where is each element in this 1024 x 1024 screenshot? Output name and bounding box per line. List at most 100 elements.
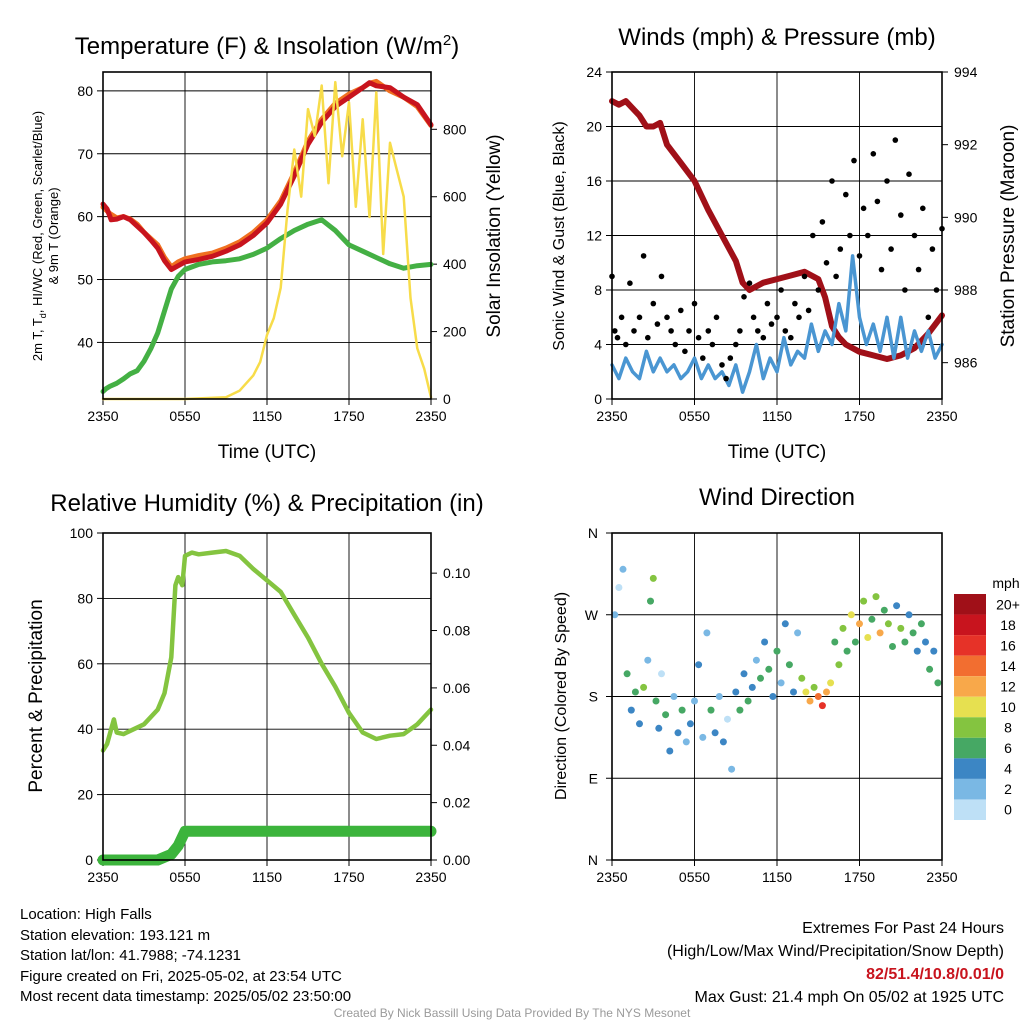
direction-point bbox=[674, 729, 682, 737]
direction-point bbox=[901, 638, 909, 646]
direction-point bbox=[798, 674, 806, 682]
gust-point bbox=[650, 300, 657, 307]
gust-point bbox=[819, 219, 826, 225]
rh-chart-ytick-right-label: 0.08 bbox=[443, 623, 470, 639]
direction-point bbox=[699, 733, 707, 741]
rh-chart-ytick-label: 20 bbox=[77, 787, 93, 803]
gust-point bbox=[888, 246, 894, 252]
temp-chart-ytick-label: 50 bbox=[77, 272, 93, 288]
gust-point bbox=[865, 232, 871, 239]
rh-chart-ytick-right-label: 0.00 bbox=[443, 852, 470, 868]
direction-point bbox=[695, 661, 703, 669]
wdir-chart-ytick-label: W bbox=[585, 607, 599, 623]
gust-point bbox=[672, 341, 679, 348]
gust-point bbox=[623, 341, 629, 348]
wdir-chart-xtick-label: 2350 bbox=[926, 869, 957, 885]
gust-point bbox=[892, 137, 899, 143]
wind-chart-ytick-right-label: 994 bbox=[954, 64, 978, 80]
direction-point bbox=[851, 638, 859, 646]
direction-point bbox=[769, 693, 777, 700]
direction-point bbox=[644, 656, 652, 664]
rh-chart-ytick-right-label: 0.02 bbox=[443, 795, 470, 811]
gust-point bbox=[719, 362, 725, 368]
wdir-chart-ytick-label: S bbox=[589, 689, 598, 705]
direction-point bbox=[682, 738, 690, 746]
direction-point bbox=[623, 670, 631, 678]
direction-point bbox=[831, 638, 839, 646]
gust-point bbox=[618, 314, 625, 321]
direction-point bbox=[647, 597, 654, 605]
direction-point bbox=[777, 679, 785, 687]
gust-point bbox=[843, 191, 849, 198]
wind-chart-ytick-label: 8 bbox=[594, 282, 602, 298]
direction-point bbox=[732, 688, 740, 696]
wind-chart-ylabel-right: Station Pressure (Maroon) bbox=[998, 125, 1019, 348]
gust-point bbox=[640, 253, 647, 259]
rh-chart-ylabel: Percent & Precipitation bbox=[26, 599, 47, 792]
wdir-chart-ytick-label: N bbox=[588, 852, 598, 868]
wind-chart-xtick-label: 2350 bbox=[926, 408, 957, 424]
location-text: Location: High Falls bbox=[20, 906, 152, 923]
wind-chart-xtick-label: 0550 bbox=[679, 408, 710, 424]
direction-point bbox=[922, 638, 929, 646]
gust-point bbox=[778, 287, 784, 293]
colorbar-swatch bbox=[954, 717, 986, 738]
wdir-chart-frame bbox=[611, 532, 943, 861]
gust-point bbox=[691, 300, 698, 307]
direction-point bbox=[636, 720, 643, 728]
wdir-chart-title: Wind Direction bbox=[699, 484, 855, 511]
wind-chart-ytick-label: 4 bbox=[594, 337, 602, 353]
direction-point bbox=[686, 720, 694, 728]
colorbar-tick-label: 14 bbox=[1000, 658, 1016, 674]
gust-point bbox=[823, 260, 830, 266]
gust-point bbox=[815, 287, 822, 293]
temp-chart-frame bbox=[102, 71, 432, 400]
rh-chart-ytick-right-label: 0.04 bbox=[443, 737, 470, 753]
direction-point bbox=[748, 683, 756, 691]
direction-point bbox=[715, 693, 723, 700]
rh-chart-ytick-label: 40 bbox=[77, 721, 93, 737]
direction-point bbox=[934, 679, 942, 687]
gust-point bbox=[612, 328, 618, 334]
colorbar-tick-label: 12 bbox=[1000, 678, 1016, 694]
wind-chart-xtick-label: 1150 bbox=[762, 408, 792, 424]
direction-point bbox=[868, 615, 876, 623]
gust-point bbox=[796, 314, 802, 321]
gust-point bbox=[631, 328, 637, 334]
temp-chart-xtick-label: 0550 bbox=[169, 408, 200, 424]
gust-point bbox=[788, 334, 794, 341]
series-blue bbox=[610, 254, 944, 394]
direction-point bbox=[724, 715, 731, 723]
rh-chart-ytick-right-label: 0.06 bbox=[443, 680, 470, 696]
temp-chart-xlabel: Time (UTC) bbox=[218, 442, 317, 463]
temp-chart-xtick-label: 2350 bbox=[87, 408, 118, 424]
colorbar-tick-label: 10 bbox=[1000, 699, 1016, 715]
direction-point bbox=[930, 647, 938, 655]
gust-point bbox=[847, 232, 853, 239]
direction-point bbox=[703, 629, 711, 637]
gust-point bbox=[911, 232, 918, 239]
gust-point bbox=[727, 355, 734, 361]
colorbar-swatch bbox=[954, 696, 986, 718]
gust-point bbox=[654, 321, 661, 327]
wind-chart-ytick-right-label: 986 bbox=[954, 355, 978, 371]
colorbar-tick-label: 20+ bbox=[996, 596, 1020, 612]
gust-point bbox=[774, 314, 780, 321]
temp-chart-ytick-right-label: 200 bbox=[443, 324, 467, 340]
wdir-chart-xtick-label: 0550 bbox=[679, 869, 710, 885]
direction-point bbox=[872, 593, 880, 601]
temp-chart-xtick-label: 2350 bbox=[415, 408, 446, 424]
wind-chart-xtick-label: 1750 bbox=[844, 408, 875, 424]
wind-chart-ytick-label: 16 bbox=[586, 173, 602, 189]
temp-chart-ytick-right-label: 0 bbox=[443, 391, 451, 407]
gust-point bbox=[833, 273, 839, 280]
temp-chart-ytick-label: 60 bbox=[77, 209, 93, 225]
direction-point bbox=[802, 688, 810, 696]
direction-point bbox=[611, 611, 619, 619]
wdir-chart-ytick-label: N bbox=[588, 525, 598, 541]
gust-point bbox=[851, 157, 857, 164]
wind-chart-ytick-right-label: 990 bbox=[954, 209, 978, 225]
temp-chart-ylabel-right: Solar Insolation (Yellow) bbox=[484, 134, 505, 337]
direction-point bbox=[736, 706, 744, 714]
rh-chart-ytick-label: 80 bbox=[77, 590, 93, 606]
